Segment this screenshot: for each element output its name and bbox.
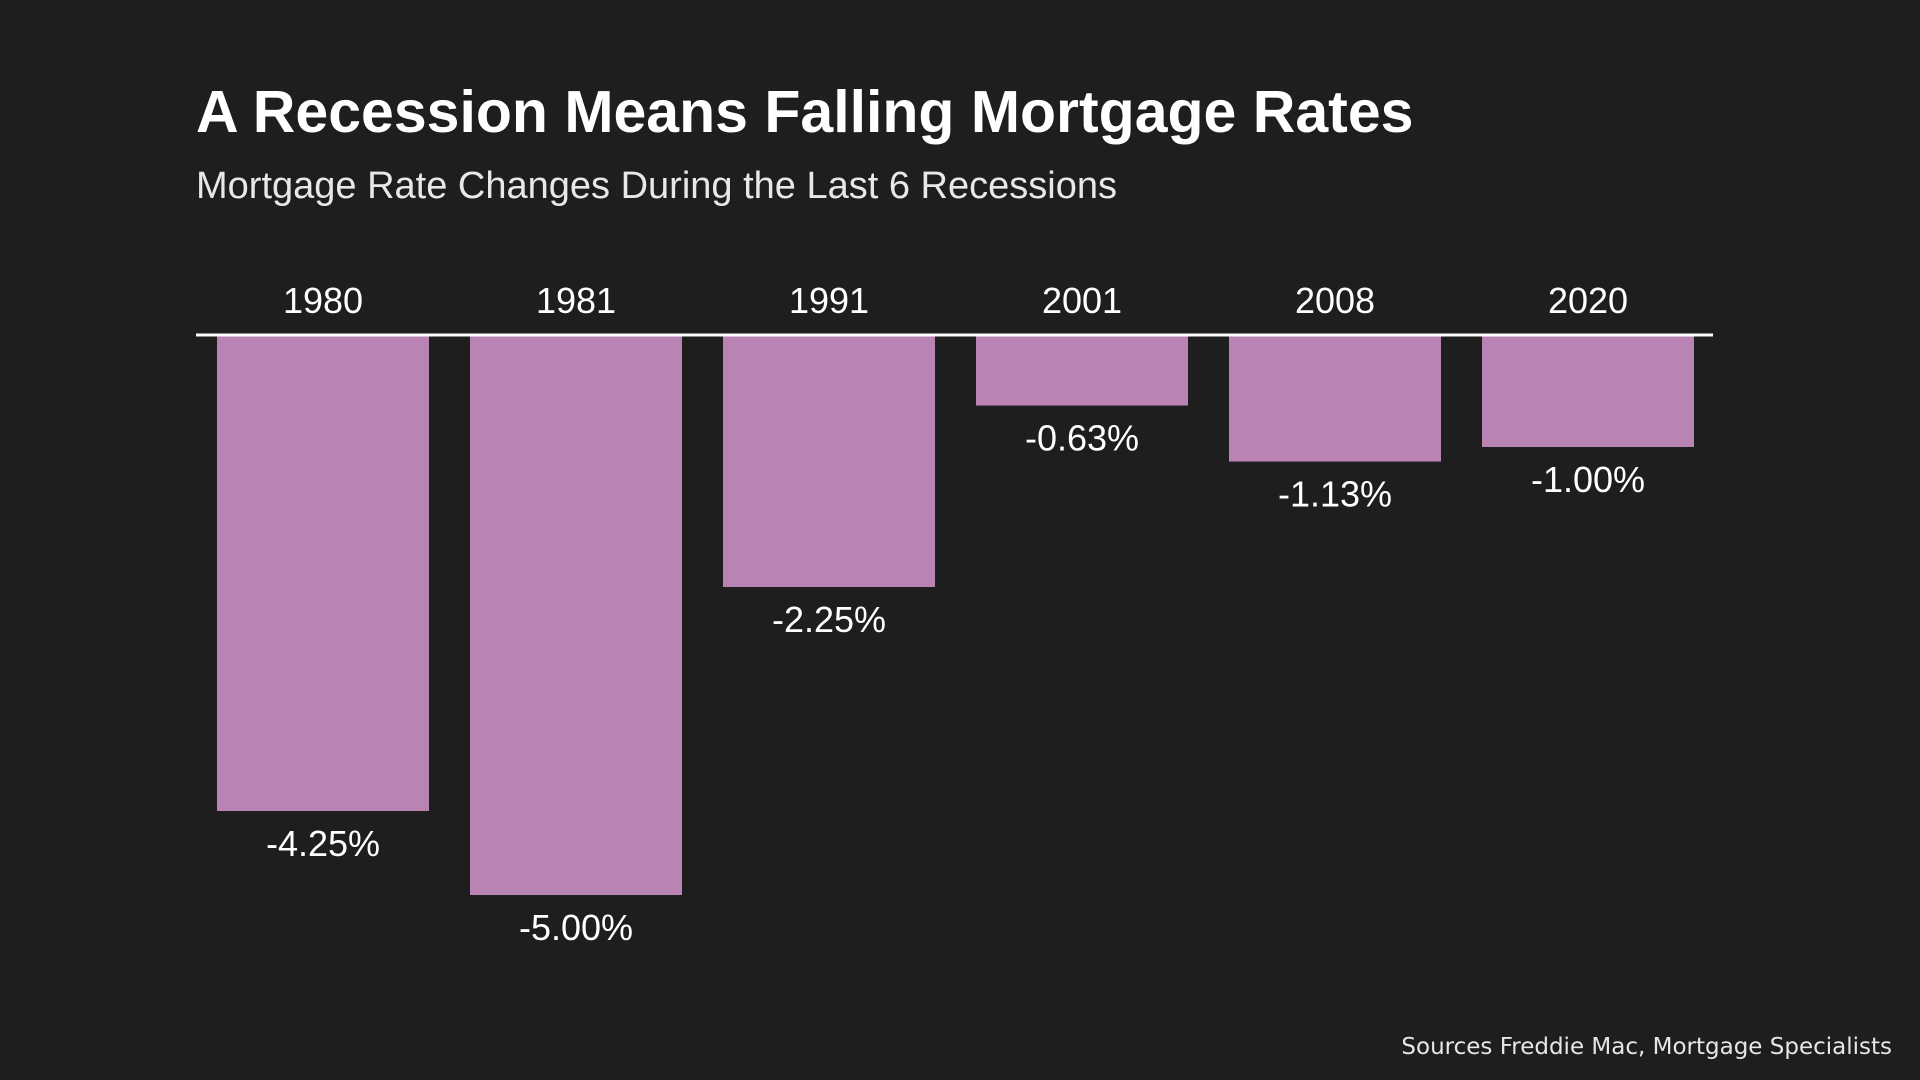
- category-label-1980: 1980: [283, 280, 363, 321]
- data-label-1991: -2.25%: [772, 599, 886, 640]
- bar-2001: [976, 335, 1188, 406]
- data-label-2001: -0.63%: [1025, 418, 1139, 459]
- category-label-2001: 2001: [1042, 280, 1122, 321]
- data-label-1980: -4.25%: [266, 823, 380, 864]
- bar-1980: [217, 335, 429, 811]
- chart-title: A Recession Means Falling Mortgage Rates: [196, 79, 1414, 145]
- category-label-2020: 2020: [1548, 280, 1628, 321]
- bar-1981: [470, 335, 682, 895]
- chart-subtitle: Mortgage Rate Changes During the Last 6 …: [196, 165, 1117, 207]
- bar-2008: [1229, 335, 1441, 462]
- source-note: Sources Freddie Mac, Mortgage Specialist…: [1401, 1034, 1892, 1060]
- category-label-2008: 2008: [1295, 280, 1375, 321]
- category-label-1991: 1991: [789, 280, 869, 321]
- bar-2020: [1482, 335, 1694, 447]
- bar-1991: [723, 335, 935, 587]
- data-label-2020: -1.00%: [1531, 459, 1645, 500]
- data-label-1981: -5.00%: [519, 907, 633, 948]
- data-label-2008: -1.13%: [1278, 474, 1392, 515]
- category-label-1981: 1981: [536, 280, 616, 321]
